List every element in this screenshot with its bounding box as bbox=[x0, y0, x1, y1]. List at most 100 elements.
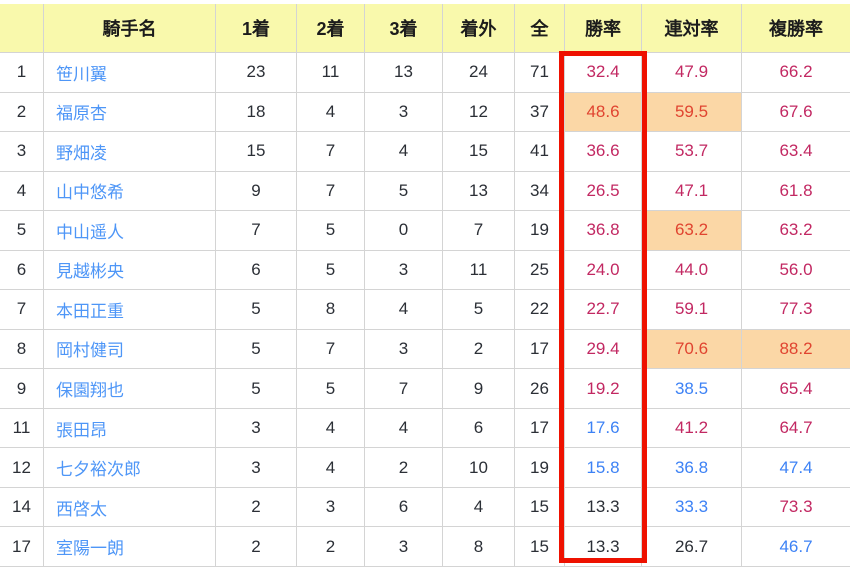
show-rate-cell: 88.2 bbox=[742, 329, 850, 370]
jockey-name-cell: 中山遥人 bbox=[44, 211, 216, 251]
jockey-name-link[interactable]: 福原杏 bbox=[56, 104, 107, 124]
third-place-cell: 4 bbox=[365, 132, 443, 172]
place-rate-cell: 38.5 bbox=[642, 369, 742, 409]
jockey-name-link[interactable]: 張田昂 bbox=[56, 420, 107, 440]
jockey-name-link[interactable]: 室陽一朗 bbox=[56, 539, 124, 559]
total-rides-cell: 34 bbox=[515, 171, 565, 212]
total-rides-cell: 22 bbox=[515, 290, 565, 330]
jockey-name-link[interactable]: 野畑凌 bbox=[56, 143, 107, 163]
place-rate-cell: 33.3 bbox=[642, 487, 742, 528]
second-place-cell: 7 bbox=[297, 171, 365, 212]
rank-cell: 11 bbox=[0, 408, 44, 449]
total-rides-cell: 17 bbox=[515, 329, 565, 370]
jockey-name-cell: 岡村健司 bbox=[44, 329, 216, 370]
table-row: 12 七夕裕次郎 3 4 2 10 19 15.8 36.8 47.4 bbox=[0, 448, 850, 488]
jockey-name-cell: 福原杏 bbox=[44, 92, 216, 133]
win-rate-cell: 17.6 bbox=[565, 408, 642, 449]
jockey-name-link[interactable]: 西啓太 bbox=[56, 499, 107, 519]
table-row: 9 保園翔也 5 5 7 9 26 19.2 38.5 65.4 bbox=[0, 369, 850, 409]
jockey-name-link[interactable]: 本田正重 bbox=[56, 301, 124, 321]
rank-cell: 6 bbox=[0, 250, 44, 291]
first-place-cell: 6 bbox=[216, 250, 297, 291]
jockey-name-link[interactable]: 保園翔也 bbox=[56, 381, 124, 401]
out-of-place-cell: 15 bbox=[443, 132, 515, 172]
third-place-cell: 3 bbox=[365, 329, 443, 370]
rank-cell: 17 bbox=[0, 527, 44, 567]
header-total: 全 bbox=[515, 4, 565, 53]
out-of-place-cell: 11 bbox=[443, 250, 515, 291]
show-rate-cell: 65.4 bbox=[742, 369, 850, 409]
rank-cell: 7 bbox=[0, 290, 44, 330]
show-rate-cell: 64.7 bbox=[742, 408, 850, 449]
total-rides-cell: 26 bbox=[515, 369, 565, 409]
rank-cell: 4 bbox=[0, 171, 44, 212]
first-place-cell: 7 bbox=[216, 211, 297, 251]
jockey-name-link[interactable]: 山中悠希 bbox=[56, 183, 124, 203]
jockey-name-link[interactable]: 笹川翼 bbox=[56, 64, 107, 84]
third-place-cell: 4 bbox=[365, 290, 443, 330]
jockey-name-link[interactable]: 中山遥人 bbox=[56, 222, 124, 242]
rank-cell: 3 bbox=[0, 132, 44, 172]
table-row: 2 福原杏 18 4 3 12 37 48.6 59.5 67.6 bbox=[0, 92, 850, 133]
show-rate-cell: 56.0 bbox=[742, 250, 850, 291]
header-first: 1着 bbox=[216, 4, 297, 53]
third-place-cell: 7 bbox=[365, 369, 443, 409]
table-row: 7 本田正重 5 8 4 5 22 22.7 59.1 77.3 bbox=[0, 290, 850, 330]
jockey-name-cell: 七夕裕次郎 bbox=[44, 448, 216, 488]
show-rate-cell: 47.4 bbox=[742, 448, 850, 488]
table-row: 4 山中悠希 9 7 5 13 34 26.5 47.1 61.8 bbox=[0, 171, 850, 212]
out-of-place-cell: 5 bbox=[443, 290, 515, 330]
out-of-place-cell: 12 bbox=[443, 92, 515, 133]
jockey-name-link[interactable]: 岡村健司 bbox=[56, 341, 124, 361]
win-rate-cell: 36.6 bbox=[565, 132, 642, 172]
win-rate-cell: 29.4 bbox=[565, 329, 642, 370]
win-rate-cell: 19.2 bbox=[565, 369, 642, 409]
total-rides-cell: 19 bbox=[515, 448, 565, 488]
place-rate-cell: 47.9 bbox=[642, 53, 742, 93]
header-jockey-name: 騎手名 bbox=[44, 4, 216, 53]
show-rate-cell: 46.7 bbox=[742, 527, 850, 567]
show-rate-cell: 73.3 bbox=[742, 487, 850, 528]
third-place-cell: 3 bbox=[365, 92, 443, 133]
jockey-name-link[interactable]: 七夕裕次郎 bbox=[56, 460, 141, 480]
second-place-cell: 4 bbox=[297, 408, 365, 449]
out-of-place-cell: 7 bbox=[443, 211, 515, 251]
place-rate-cell: 59.1 bbox=[642, 290, 742, 330]
second-place-cell: 5 bbox=[297, 211, 365, 251]
jockey-name-cell: 西啓太 bbox=[44, 487, 216, 528]
jockey-name-cell: 本田正重 bbox=[44, 290, 216, 330]
first-place-cell: 15 bbox=[216, 132, 297, 172]
win-rate-cell: 48.6 bbox=[565, 92, 642, 133]
out-of-place-cell: 13 bbox=[443, 171, 515, 212]
jockey-name-cell: 見越彬央 bbox=[44, 250, 216, 291]
second-place-cell: 5 bbox=[297, 369, 365, 409]
second-place-cell: 3 bbox=[297, 487, 365, 528]
second-place-cell: 7 bbox=[297, 329, 365, 370]
header-second: 2着 bbox=[297, 4, 365, 53]
table-row: 8 岡村健司 5 7 3 2 17 29.4 70.6 88.2 bbox=[0, 329, 850, 370]
out-of-place-cell: 6 bbox=[443, 408, 515, 449]
table-row: 14 西啓太 2 3 6 4 15 13.3 33.3 73.3 bbox=[0, 487, 850, 528]
table-body: 1 笹川翼 23 11 13 24 71 32.4 47.9 66.2 2 福原… bbox=[0, 53, 850, 567]
out-of-place-cell: 8 bbox=[443, 527, 515, 567]
jockey-name-cell: 山中悠希 bbox=[44, 171, 216, 212]
third-place-cell: 13 bbox=[365, 53, 443, 93]
show-rate-cell: 61.8 bbox=[742, 171, 850, 212]
third-place-cell: 6 bbox=[365, 487, 443, 528]
total-rides-cell: 15 bbox=[515, 487, 565, 528]
second-place-cell: 4 bbox=[297, 92, 365, 133]
place-rate-cell: 44.0 bbox=[642, 250, 742, 291]
header-win-rate: 勝率 bbox=[565, 4, 642, 53]
jockey-stats-table: 騎手名 1着 2着 3着 着外 全 勝率 連対率 複勝率 1 笹川翼 23 11… bbox=[0, 4, 850, 567]
place-rate-cell: 41.2 bbox=[642, 408, 742, 449]
place-rate-cell: 63.2 bbox=[642, 211, 742, 251]
first-place-cell: 9 bbox=[216, 171, 297, 212]
rank-cell: 12 bbox=[0, 448, 44, 488]
jockey-name-link[interactable]: 見越彬央 bbox=[56, 262, 124, 282]
rank-cell: 5 bbox=[0, 211, 44, 251]
table-row: 5 中山遥人 7 5 0 7 19 36.8 63.2 63.2 bbox=[0, 211, 850, 251]
place-rate-cell: 59.5 bbox=[642, 92, 742, 133]
first-place-cell: 5 bbox=[216, 290, 297, 330]
win-rate-cell: 24.0 bbox=[565, 250, 642, 291]
